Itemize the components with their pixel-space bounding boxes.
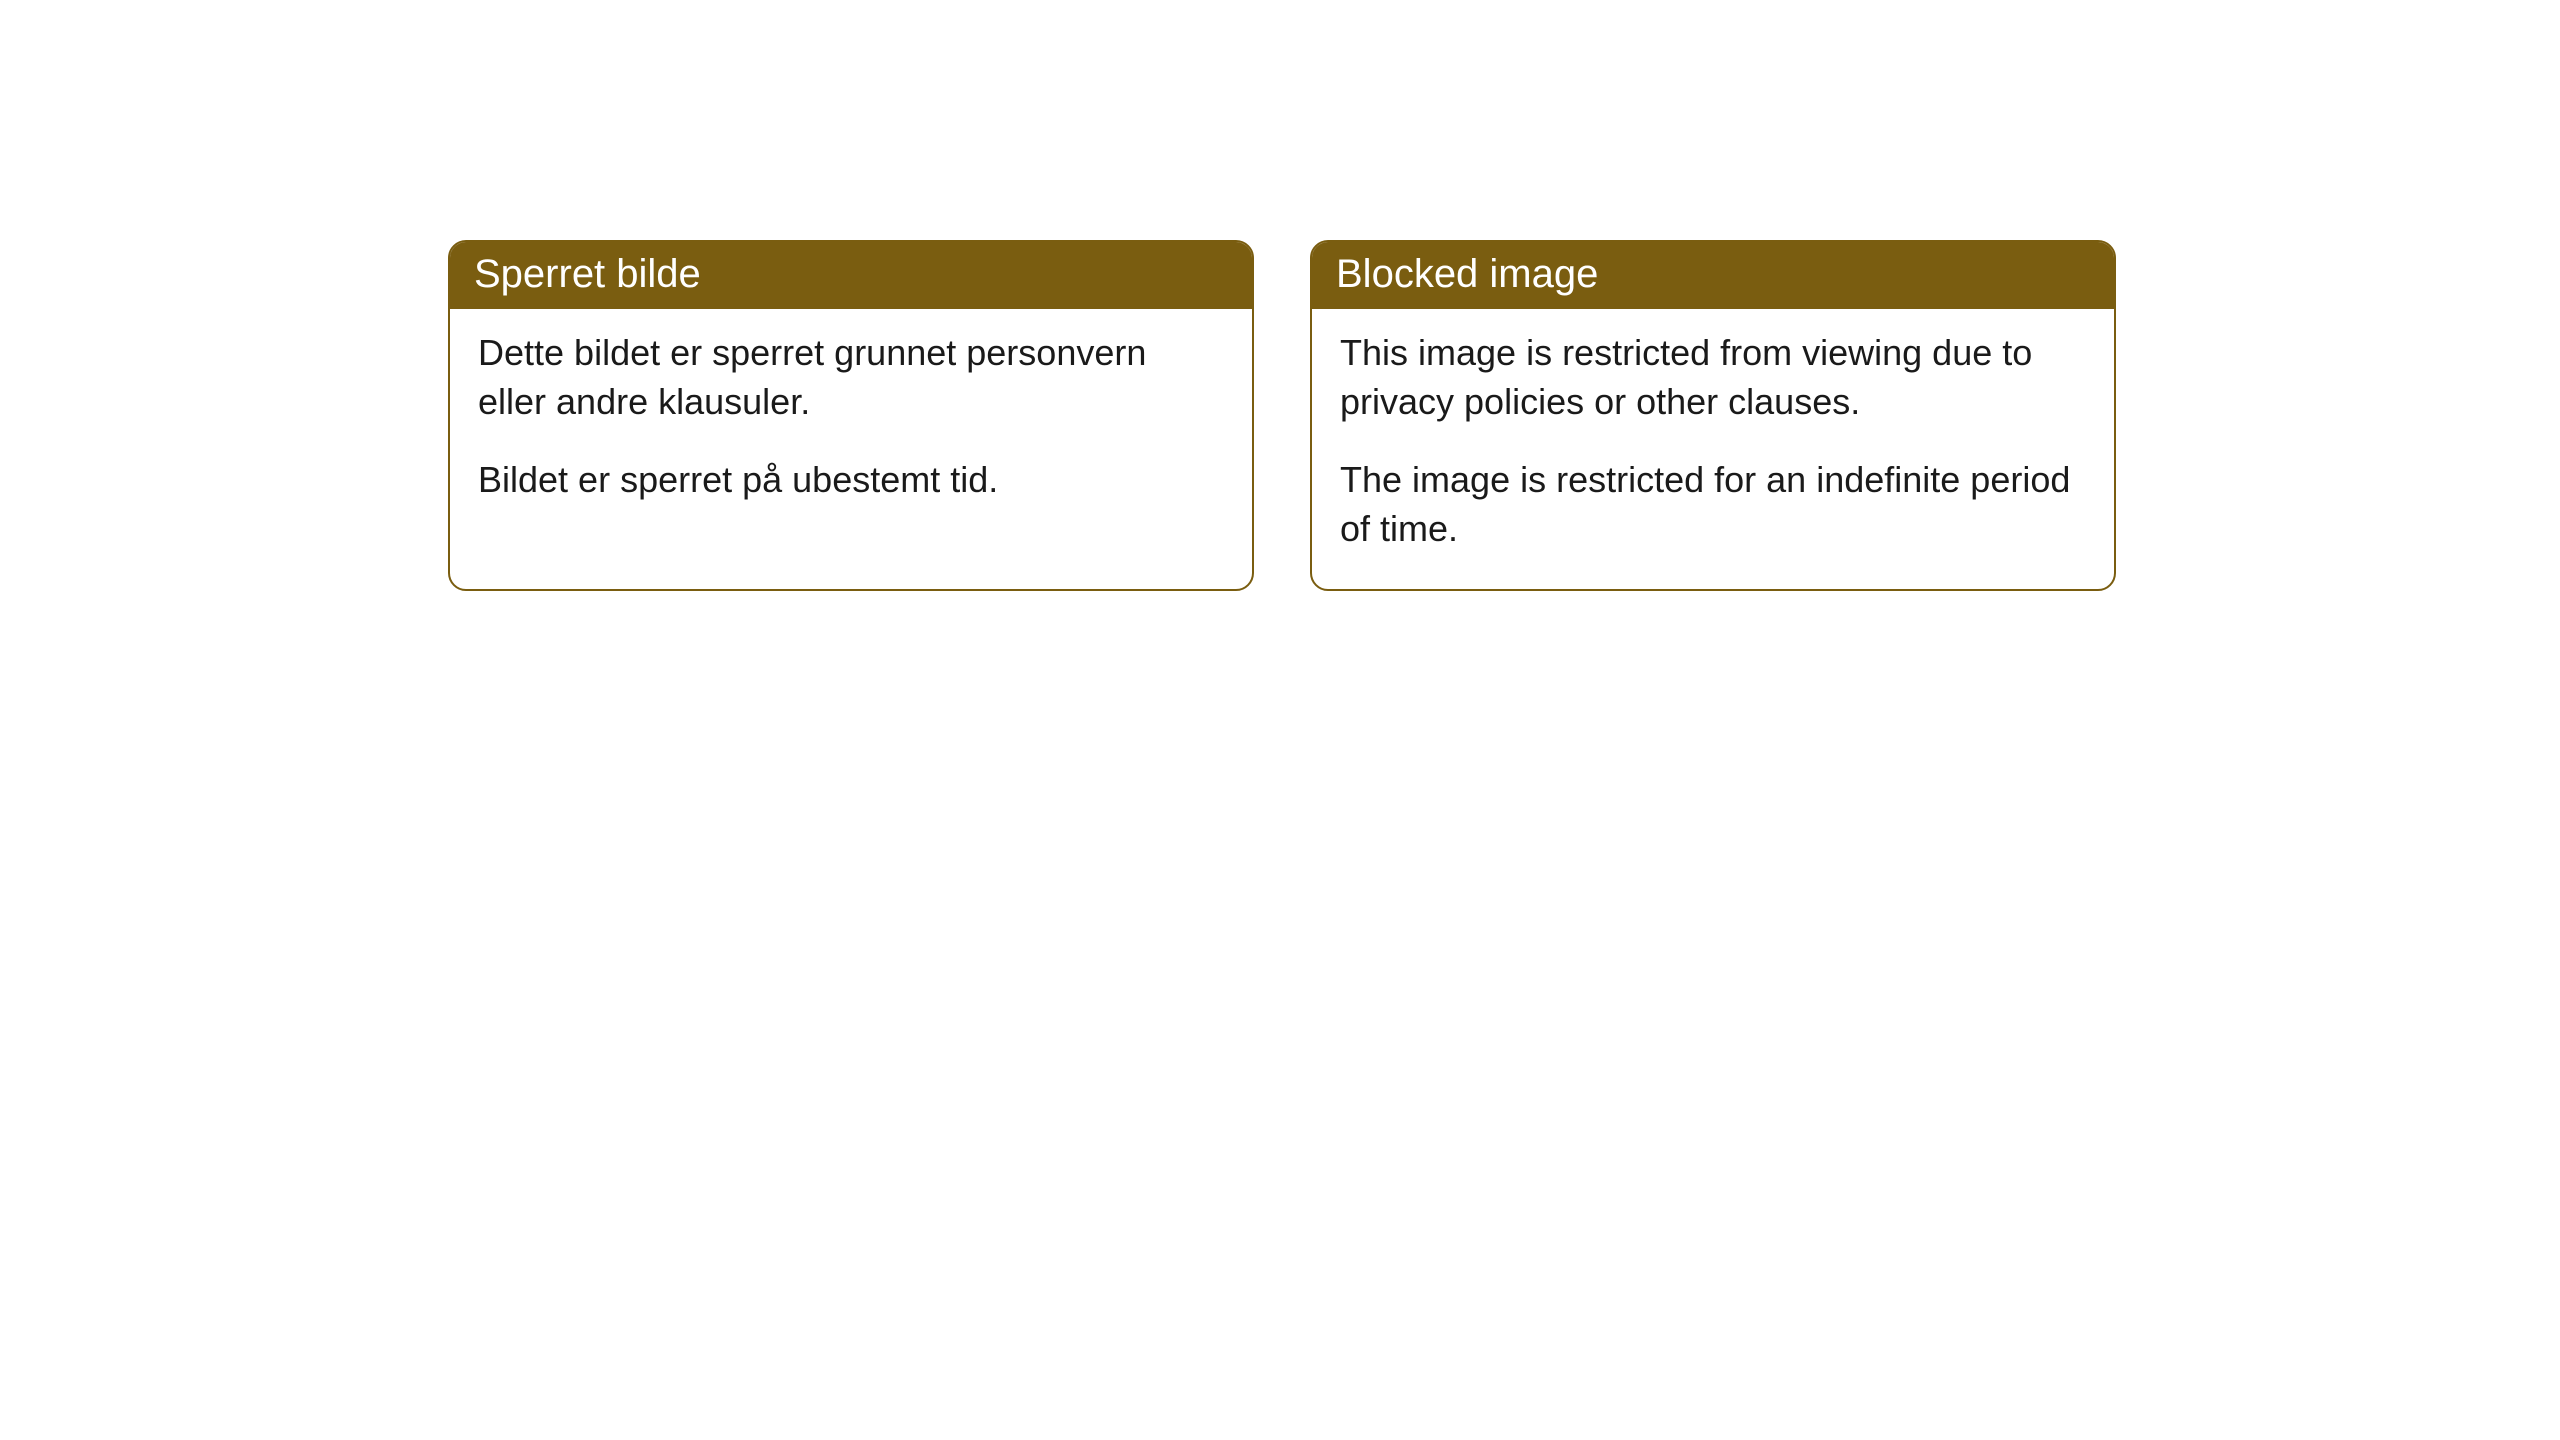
card-title: Sperret bilde	[474, 252, 701, 296]
card-title: Blocked image	[1336, 252, 1598, 296]
card-header: Sperret bilde	[450, 242, 1252, 309]
card-paragraph: This image is restricted from viewing du…	[1340, 329, 2086, 426]
card-paragraph: The image is restricted for an indefinit…	[1340, 456, 2086, 553]
card-body: This image is restricted from viewing du…	[1312, 309, 2114, 589]
notice-cards-container: Sperret bilde Dette bildet er sperret gr…	[448, 240, 2116, 591]
card-paragraph: Bildet er sperret på ubestemt tid.	[478, 456, 1224, 505]
card-paragraph: Dette bildet er sperret grunnet personve…	[478, 329, 1224, 426]
notice-card-english: Blocked image This image is restricted f…	[1310, 240, 2116, 591]
card-header: Blocked image	[1312, 242, 2114, 309]
card-body: Dette bildet er sperret grunnet personve…	[450, 309, 1252, 541]
notice-card-norwegian: Sperret bilde Dette bildet er sperret gr…	[448, 240, 1254, 591]
